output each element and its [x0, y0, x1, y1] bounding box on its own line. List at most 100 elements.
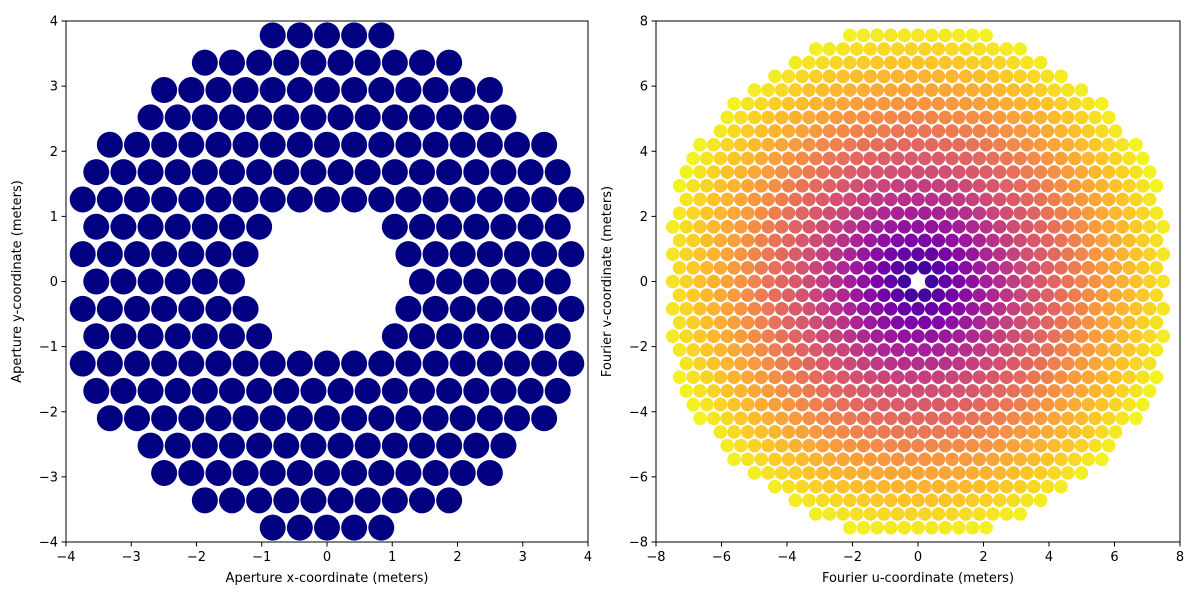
uv-coverage-point: [1115, 137, 1130, 152]
uv-coverage-point: [952, 219, 966, 234]
uv-coverage-point: [972, 315, 987, 330]
uv-coverage-point: [958, 452, 973, 467]
uv-coverage-point: [768, 96, 782, 111]
uv-coverage-point: [693, 247, 707, 261]
uv-coverage-point: [1081, 124, 1096, 138]
uv-coverage-point: [1149, 315, 1164, 330]
uv-coverage-point: [1074, 438, 1089, 453]
uv-coverage-point: [877, 288, 891, 302]
uv-coverage-point: [774, 438, 789, 453]
uv-coverage-point: [686, 151, 701, 166]
uv-coverage-point: [679, 192, 694, 207]
uv-coverage-point: [761, 329, 775, 344]
uv-coverage-point: [1013, 124, 1027, 138]
uv-coverage-point: [754, 178, 769, 193]
aperture-segment-point: [436, 432, 463, 459]
uv-coverage-point: [706, 384, 721, 398]
uv-coverage-point: [734, 274, 748, 289]
uv-coverage-point: [938, 247, 953, 261]
aperture-segment-point: [395, 405, 422, 432]
uv-coverage-point: [952, 493, 966, 508]
uv-coverage-point: [809, 206, 823, 220]
uv-coverage-point: [1095, 452, 1109, 467]
uv-coverage-point: [1033, 247, 1048, 261]
uv-coverage-point: [897, 247, 912, 261]
uv-coverage-point: [1108, 397, 1123, 412]
uv-coverage-point: [706, 356, 721, 371]
aperture-segment-point: [504, 186, 531, 213]
uv-coverage-point: [795, 96, 809, 111]
uv-coverage-point: [1135, 343, 1150, 357]
uv-coverage-point: [788, 356, 803, 371]
uv-coverage-point: [1013, 233, 1027, 248]
x-tick-label: 2: [453, 550, 461, 565]
uv-coverage-point: [679, 302, 694, 316]
uv-coverage-point: [781, 315, 796, 330]
uv-coverage-point: [781, 233, 796, 248]
uv-coverage-point: [1013, 261, 1027, 275]
uv-coverage-point: [686, 206, 701, 220]
uv-coverage-point: [809, 42, 823, 56]
uv-coverage-point: [979, 329, 993, 344]
uv-coverage-point: [774, 165, 789, 179]
aperture-segment-point: [422, 405, 449, 432]
aperture-segment-point: [449, 459, 476, 486]
uv-coverage-point: [1006, 110, 1021, 125]
uv-coverage-point: [672, 343, 687, 357]
aperture-segment-point: [395, 77, 422, 104]
uv-coverage-point: [897, 274, 912, 289]
uv-coverage-point: [768, 479, 782, 494]
uv-coverage-point: [931, 315, 946, 330]
uv-coverage-point: [979, 438, 993, 453]
uv-coverage-point: [740, 397, 755, 412]
uv-coverage-point: [992, 55, 1007, 70]
uv-coverage-point: [809, 124, 823, 138]
aperture-segment-point: [314, 22, 340, 49]
uv-coverage-point: [774, 466, 789, 480]
aperture-segment-point: [164, 432, 191, 459]
uv-coverage-point: [734, 110, 748, 125]
uv-coverage-point: [986, 507, 1000, 521]
uv-coverage-point: [972, 370, 987, 385]
uv-coverage-point: [958, 124, 973, 138]
aperture-segment-point: [490, 432, 517, 459]
aperture-segment-point: [218, 159, 245, 186]
uv-coverage-point: [904, 479, 918, 494]
uv-coverage-point: [863, 206, 878, 220]
aperture-segment-point: [368, 77, 395, 104]
uv-coverage-point: [761, 83, 775, 97]
uv-coverage-point: [890, 507, 905, 521]
uv-coverage-point: [904, 178, 918, 193]
uv-coverage-point: [863, 370, 878, 385]
aperture-segment-point: [490, 268, 517, 295]
aperture-segment-point: [191, 49, 218, 76]
aperture-segment-point: [151, 350, 178, 377]
uv-coverage-point: [999, 206, 1014, 220]
uv-coverage-point: [665, 329, 680, 344]
uv-coverage-point: [781, 397, 796, 412]
y-tick-label: 3: [50, 80, 58, 95]
uv-coverage-point: [965, 493, 980, 508]
uv-coverage-point: [877, 69, 891, 84]
uv-coverage-point: [802, 493, 816, 508]
aperture-segment-point: [232, 459, 259, 486]
uv-coverage-point: [843, 466, 857, 480]
uv-coverage-point: [986, 178, 1000, 193]
uv-coverage-point: [1108, 315, 1123, 330]
uv-coverage-point: [986, 206, 1000, 220]
uv-coverage-point: [918, 343, 932, 357]
uv-coverage-point: [1040, 452, 1055, 467]
aperture-segment-point: [286, 186, 313, 213]
uv-coverage-point: [1054, 96, 1068, 111]
x-tick-label: −2: [187, 550, 206, 565]
uv-coverage-point: [1054, 233, 1068, 248]
uv-coverage-point: [1054, 370, 1068, 385]
uv-coverage-point: [972, 42, 987, 56]
uv-coverage-point: [979, 55, 993, 70]
uv-coverage-point: [911, 302, 925, 316]
uv-coverage-point: [679, 274, 694, 289]
uv-coverage-point: [1013, 452, 1027, 467]
uv-coverage-point: [1040, 288, 1055, 302]
uv-coverage-point: [836, 151, 850, 166]
uv-coverage-point: [931, 69, 946, 84]
